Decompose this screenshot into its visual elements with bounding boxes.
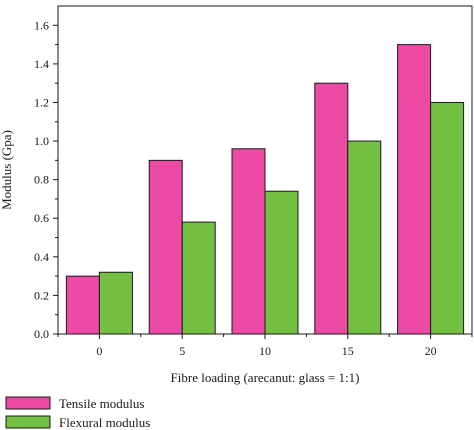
bar-tensile-10 [231, 148, 266, 335]
legend-label-flexural: Flexural modulus [59, 415, 150, 430]
y-tick-label: 1.4 [34, 57, 49, 71]
x-tick-label: 20 [425, 344, 437, 358]
bar-flexural-5 [181, 221, 216, 335]
y-tick-label: 1.2 [34, 95, 49, 109]
x-axis-title: Fibre loading (arecanut: glass = 1:1) [171, 370, 360, 385]
legend-label-tensile: Tensile modulus [59, 396, 144, 411]
y-tick-label: 0.6 [34, 211, 49, 225]
y-tick-label: 0.2 [34, 288, 49, 302]
x-tick-label: 5 [179, 344, 185, 358]
legend: Tensile modulus Flexural modulus [5, 396, 150, 430]
bar-tensile-20 [397, 44, 432, 335]
bar-tensile-0 [65, 275, 100, 335]
y-tick-label: 1.6 [34, 18, 49, 32]
y-tick-label: 1.0 [34, 134, 49, 148]
bar-tensile-15 [314, 82, 349, 335]
x-axis: 0 5 10 15 20 [57, 334, 473, 358]
y-tick-label: 0.8 [34, 173, 49, 187]
x-tick-label: 0 [96, 344, 102, 358]
bar-flexural-15 [347, 140, 382, 335]
y-tick-label: 0.0 [34, 327, 49, 341]
x-tick-label: 10 [259, 344, 271, 358]
y-axis-title: Modulus (Gpa) [0, 130, 14, 210]
bar-flexural-10 [264, 190, 299, 335]
bar-tensile-5 [148, 159, 183, 335]
bar-flexural-0 [98, 271, 133, 335]
legend-swatch-tensile [5, 396, 51, 410]
plot-area [57, 5, 473, 335]
y-tick-label: 0.4 [34, 250, 49, 264]
x-tick-label: 15 [342, 344, 354, 358]
legend-swatch-flexural [5, 415, 51, 429]
bar-flexural-20 [430, 101, 465, 335]
y-axis: 0.0 0.2 0.4 0.6 0.8 1.0 1.2 1.4 1.6 [34, 18, 58, 341]
